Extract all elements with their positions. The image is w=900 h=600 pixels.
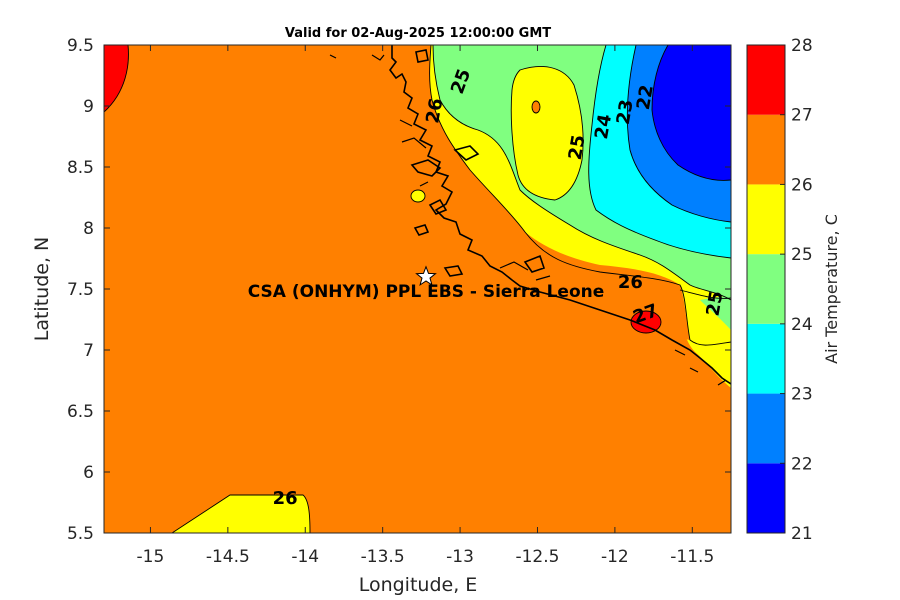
x-tick-label: -13	[446, 547, 474, 567]
band-25-26-small-island	[411, 190, 425, 202]
x-axis-label: Longitude, E	[359, 574, 478, 596]
colorbar-tick-label: 28	[791, 36, 813, 56]
y-axis-ticks: 5.5 6 6.5 7 7.5 8 8.5 9 9.5	[67, 36, 731, 544]
band-21-22-region	[652, 45, 731, 181]
contour-label: 24	[591, 112, 616, 140]
y-tick-label: 7.5	[67, 280, 94, 300]
colorbar-label: Air Temperature, C	[822, 214, 841, 364]
contour-label: 25	[703, 289, 728, 317]
colorbar-frame	[746, 44, 786, 534]
coastline-islands	[410, 49, 546, 277]
colorbar-tick-label: 25	[791, 245, 813, 265]
contour-label: 26	[422, 97, 447, 125]
colorbar-band	[747, 393, 785, 464]
colorbar-band	[747, 463, 785, 533]
y-tick-label: 6	[83, 463, 94, 483]
x-tick-label: -12.5	[515, 547, 559, 567]
colorbar-band	[747, 114, 785, 185]
colorbar-band	[747, 323, 785, 394]
contour-label: 23	[613, 98, 638, 126]
site-label: CSA (ONHYM) PPL EBS - Sierra Leone	[248, 282, 605, 302]
colorbar-tick-label: 24	[791, 315, 813, 335]
contour-label: 26	[618, 272, 643, 293]
coastline-inlets	[329, 54, 727, 386]
y-tick-label: 5.5	[67, 524, 94, 544]
band-25-26-sw-patch	[172, 495, 310, 533]
x-tick-label: -12	[601, 547, 629, 567]
contour-label: 25	[565, 133, 590, 161]
band-24-25-se-edge	[700, 296, 731, 330]
contour-label: 26	[273, 488, 298, 509]
chart-title: Valid for 02-Aug-2025 12:00:00 GMT	[285, 26, 551, 41]
contour-lines	[104, 45, 731, 533]
x-axis-ticks: -15 -14.5 -14 -13.5 -13 -12.5 -12 -11.5	[137, 45, 714, 567]
y-tick-label: 9.5	[67, 36, 94, 56]
colorbar-tick-label: 21	[791, 524, 813, 544]
colorbar-tick-label: 27	[791, 106, 813, 126]
x-tick-label: -15	[137, 547, 165, 567]
x-tick-label: -11.5	[670, 547, 714, 567]
band-25-26-bulge	[511, 66, 584, 200]
band-27-28-coastal-patch	[631, 311, 661, 333]
coastline	[389, 45, 731, 385]
y-tick-label: 8.5	[67, 158, 94, 178]
colorbar-band	[747, 254, 785, 324]
band-26-27-small-spot	[532, 101, 540, 113]
contour-label: 22	[633, 83, 658, 111]
colorbar-tick-label: 26	[791, 175, 813, 195]
x-tick-label: -14.5	[206, 547, 250, 567]
band-27-28-nw-patch	[104, 45, 129, 112]
site-marker	[415, 265, 437, 287]
colorbar-band	[747, 184, 785, 255]
colorbar-tick-label: 22	[791, 454, 813, 474]
colorbar-tick-label: 23	[791, 385, 813, 405]
y-tick-label: 9	[83, 97, 94, 117]
colorbar-band	[747, 45, 785, 115]
x-tick-label: -13.5	[361, 547, 405, 567]
site-star-icon	[415, 265, 437, 287]
x-tick-label: -14	[291, 547, 319, 567]
y-tick-label: 7	[83, 341, 94, 361]
y-axis-label: Latitude, N	[31, 237, 53, 342]
colorbar: 21 22 23 24 25 26 27 28	[746, 36, 813, 544]
y-tick-label: 8	[83, 219, 94, 239]
y-tick-label: 6.5	[67, 402, 94, 422]
